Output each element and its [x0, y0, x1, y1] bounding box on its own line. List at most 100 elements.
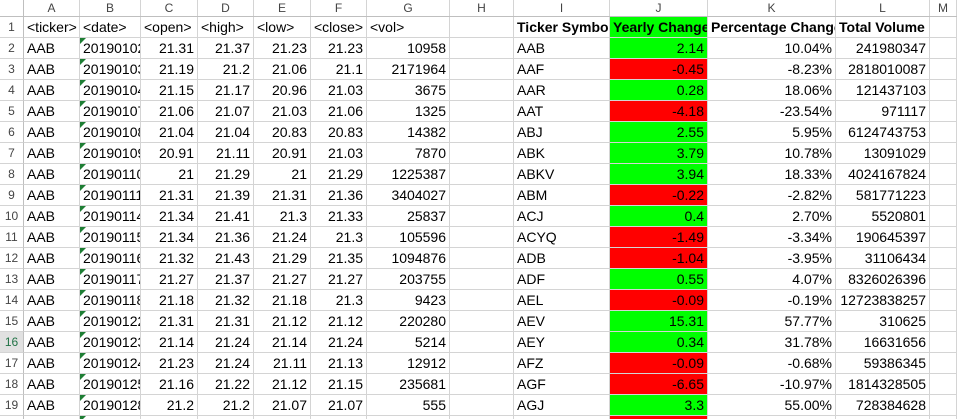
cell-empty[interactable] [930, 269, 957, 290]
cell-empty[interactable] [450, 332, 514, 353]
cell-ticker-symbol[interactable]: ACYQ [514, 227, 610, 248]
cell-ticker[interactable]: AAB [24, 101, 80, 122]
cell-vol[interactable]: 235681 [367, 374, 450, 395]
cell-total-volume[interactable]: 5520801 [836, 206, 930, 227]
header-cell-vol[interactable]: <vol> [367, 17, 450, 38]
summary-header-volume[interactable]: Total Volume [836, 17, 930, 38]
header-cell-date[interactable]: <date> [80, 17, 141, 38]
cell-high[interactable]: 21.31 [198, 311, 254, 332]
cell-vol[interactable]: 105596 [367, 227, 450, 248]
cell-empty[interactable] [930, 164, 957, 185]
cell-empty[interactable] [930, 395, 957, 416]
cell-close[interactable]: 21.1 [311, 59, 367, 80]
cell-high[interactable]: 21.36 [198, 227, 254, 248]
cell-close[interactable]: 21.13 [311, 353, 367, 374]
cell-ticker-symbol[interactable]: ABKV [514, 164, 610, 185]
cell-yearly-change[interactable]: -6.65 [610, 374, 708, 395]
cell-low[interactable]: 21.06 [254, 59, 311, 80]
cell-low[interactable]: 21.3 [254, 206, 311, 227]
cell-low[interactable]: 21.14 [254, 332, 311, 353]
cell-total-volume[interactable]: 121437103 [836, 80, 930, 101]
cell-vol[interactable]: 7870 [367, 143, 450, 164]
cell-percentage-change[interactable]: 2.70% [708, 206, 836, 227]
cell-ticker[interactable]: AAB [24, 164, 80, 185]
cell-low[interactable]: 21.07 [254, 395, 311, 416]
row-header[interactable]: 18 [0, 374, 24, 395]
cell-percentage-change[interactable]: -8.23% [708, 59, 836, 80]
cell-empty[interactable] [450, 59, 514, 80]
cell-ticker-symbol[interactable]: ABJ [514, 122, 610, 143]
cell-vol[interactable]: 220280 [367, 311, 450, 332]
cell-ticker-symbol[interactable]: AAB [514, 38, 610, 59]
cell-yearly-change[interactable]: 0.4 [610, 206, 708, 227]
cell-vol[interactable]: 1094876 [367, 248, 450, 269]
cell-vol[interactable]: 25837 [367, 206, 450, 227]
cell-ticker-symbol[interactable]: ABM [514, 185, 610, 206]
cell-percentage-change[interactable]: 57.77% [708, 311, 836, 332]
cell-open[interactable]: 21.15 [141, 80, 198, 101]
cell-low[interactable]: 21.11 [254, 353, 311, 374]
cell-total-volume[interactable]: 12723838257 [836, 290, 930, 311]
cell-date[interactable]: 20190104 [80, 80, 141, 101]
cell-vol[interactable]: 9423 [367, 290, 450, 311]
cell-total-volume[interactable]: 581771223 [836, 185, 930, 206]
cell-ticker[interactable]: AAB [24, 248, 80, 269]
summary-header-pct[interactable]: Percentage Change [708, 17, 836, 38]
cell-percentage-change[interactable]: 31.78% [708, 332, 836, 353]
cell-date[interactable]: 20190124 [80, 353, 141, 374]
column-header-e[interactable]: E [254, 0, 311, 16]
cell-low[interactable]: 21.27 [254, 269, 311, 290]
cell-ticker-symbol[interactable]: ADB [514, 248, 610, 269]
cell-empty[interactable] [450, 101, 514, 122]
cell-close[interactable]: 21.27 [311, 269, 367, 290]
cell-empty[interactable] [930, 59, 957, 80]
header-cell-close[interactable]: <close> [311, 17, 367, 38]
row-header[interactable]: 20 [0, 416, 24, 419]
cell-ticker-symbol[interactable]: AFZ [514, 353, 610, 374]
cell-yearly-change[interactable]: -1.49 [610, 227, 708, 248]
cell-percentage-change[interactable]: 4.07% [708, 269, 836, 290]
row-header[interactable]: 10 [0, 206, 24, 227]
cell-empty[interactable] [450, 206, 514, 227]
cell-high[interactable]: 21.2 [198, 59, 254, 80]
cell-total-volume[interactable]: 310625 [836, 311, 930, 332]
cell-close[interactable]: 21.12 [311, 311, 367, 332]
cell-ticker-symbol[interactable]: AAR [514, 80, 610, 101]
cell-ticker[interactable]: AAB [24, 38, 80, 59]
cell-empty[interactable] [930, 80, 957, 101]
cell-percentage-change[interactable]: -2.82% [708, 185, 836, 206]
cell-date[interactable]: 20190108 [80, 122, 141, 143]
cell-vol[interactable]: 5214 [367, 332, 450, 353]
cell-high[interactable]: 21.43 [198, 248, 254, 269]
cell-close[interactable]: 21.03 [311, 143, 367, 164]
cell-close[interactable]: 21.35 [311, 248, 367, 269]
cell-percentage-change[interactable]: 18.33% [708, 164, 836, 185]
select-all-corner[interactable] [0, 0, 24, 16]
cell-ticker[interactable]: AAB [24, 59, 80, 80]
cell-open[interactable]: 21.19 [141, 59, 198, 80]
row-header[interactable]: 5 [0, 101, 24, 122]
cell-percentage-change[interactable]: -3.34% [708, 227, 836, 248]
summary-header-ticker[interactable]: Ticker Symbol [514, 17, 610, 38]
cell-high[interactable]: 21.22 [198, 374, 254, 395]
cell-ticker[interactable]: AAB [24, 395, 80, 416]
row-header[interactable]: 11 [0, 227, 24, 248]
cell-open[interactable]: 21.16 [141, 374, 198, 395]
cell-yearly-change[interactable]: 3.94 [610, 164, 708, 185]
cell-empty[interactable] [450, 227, 514, 248]
cell-yearly-change[interactable]: -0.09 [610, 290, 708, 311]
cell-close[interactable]: 21.33 [311, 206, 367, 227]
row-header[interactable]: 6 [0, 122, 24, 143]
column-header-k[interactable]: K [708, 0, 836, 16]
column-header-g[interactable]: G [367, 0, 450, 16]
cell-empty[interactable] [450, 80, 514, 101]
cell-percentage-change[interactable]: 18.06% [708, 80, 836, 101]
cell-low[interactable]: 21.18 [254, 290, 311, 311]
cell-high[interactable]: 21.24 [198, 353, 254, 374]
column-header-b[interactable]: B [80, 0, 141, 16]
header-cell-high[interactable]: <high> [198, 17, 254, 38]
cell-percentage-change[interactable]: -10.97% [708, 374, 836, 395]
cell-vol[interactable]: 10958 [367, 38, 450, 59]
header-cell-ticker[interactable]: <ticker> [24, 17, 80, 38]
cell-high[interactable]: 21.07 [198, 101, 254, 122]
